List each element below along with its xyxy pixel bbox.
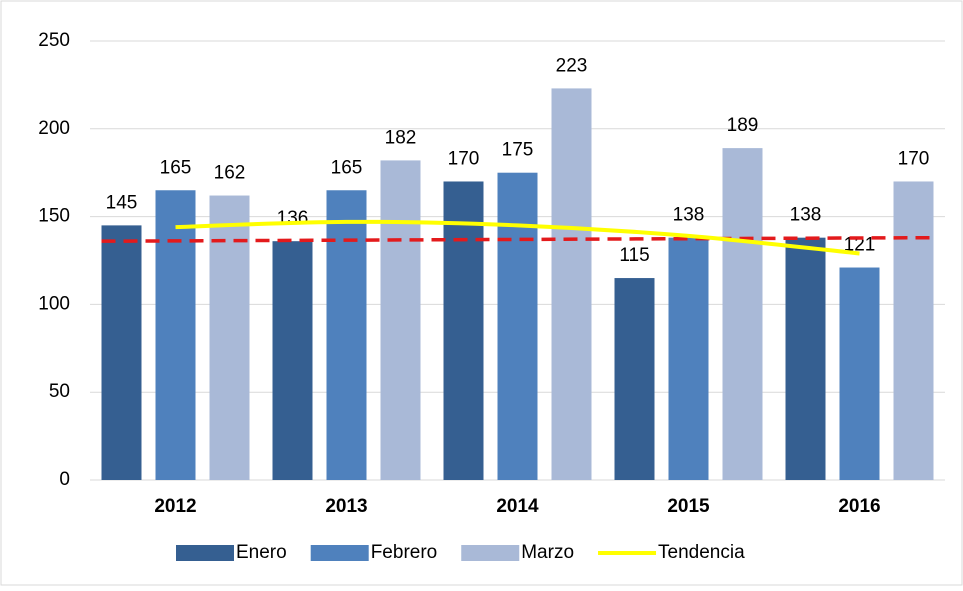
x-tick-label: 2012 bbox=[154, 496, 196, 517]
bar bbox=[380, 160, 421, 480]
legend-label: Tendencia bbox=[658, 542, 745, 563]
dashed-trend-line bbox=[101, 235, 934, 243]
data-label: 175 bbox=[502, 140, 534, 161]
bar bbox=[839, 267, 880, 480]
data-label: 182 bbox=[385, 127, 417, 148]
data-label: 162 bbox=[214, 163, 246, 184]
bar bbox=[722, 148, 763, 480]
bar bbox=[209, 195, 250, 480]
bar bbox=[272, 241, 313, 480]
bar bbox=[443, 181, 484, 481]
data-label: 115 bbox=[619, 245, 649, 266]
data-label: 136 bbox=[277, 208, 309, 229]
bar bbox=[326, 190, 367, 480]
bar bbox=[785, 237, 826, 480]
y-tick-label: 0 bbox=[59, 469, 70, 490]
data-label: 165 bbox=[331, 157, 363, 178]
y-tick-label: 100 bbox=[38, 293, 70, 314]
data-label: 138 bbox=[790, 205, 822, 226]
x-tick-label: 2016 bbox=[838, 496, 880, 517]
x-tick-label: 2015 bbox=[667, 496, 710, 517]
data-label: 170 bbox=[898, 148, 930, 169]
data-label: 145 bbox=[106, 192, 138, 213]
data-label: 165 bbox=[160, 157, 192, 178]
x-tick-label: 2014 bbox=[496, 496, 539, 517]
y-tick-label: 150 bbox=[38, 206, 70, 227]
bar bbox=[155, 190, 196, 480]
y-tick-label: 200 bbox=[38, 118, 70, 139]
y-tick-label: 50 bbox=[49, 381, 70, 402]
y-tick-label: 250 bbox=[38, 30, 70, 51]
legend-label: Marzo bbox=[521, 542, 574, 563]
legend-swatch bbox=[310, 545, 369, 561]
data-label: 170 bbox=[448, 148, 480, 169]
data-label: 138 bbox=[673, 205, 705, 226]
legend-label: Enero bbox=[236, 542, 287, 563]
bar bbox=[101, 225, 142, 480]
bar bbox=[551, 88, 592, 481]
legend-swatch bbox=[461, 545, 520, 561]
data-label: 121 bbox=[844, 235, 876, 256]
legend-label: Febrero bbox=[371, 542, 438, 563]
legend-swatch bbox=[176, 545, 234, 561]
trend-line bbox=[175, 219, 860, 256]
data-label: 189 bbox=[727, 115, 759, 136]
data-label: 223 bbox=[556, 55, 588, 76]
bar bbox=[668, 237, 709, 480]
bar bbox=[497, 172, 538, 480]
bar bbox=[614, 278, 655, 480]
bar bbox=[893, 181, 934, 481]
x-tick-label: 2013 bbox=[325, 496, 367, 517]
